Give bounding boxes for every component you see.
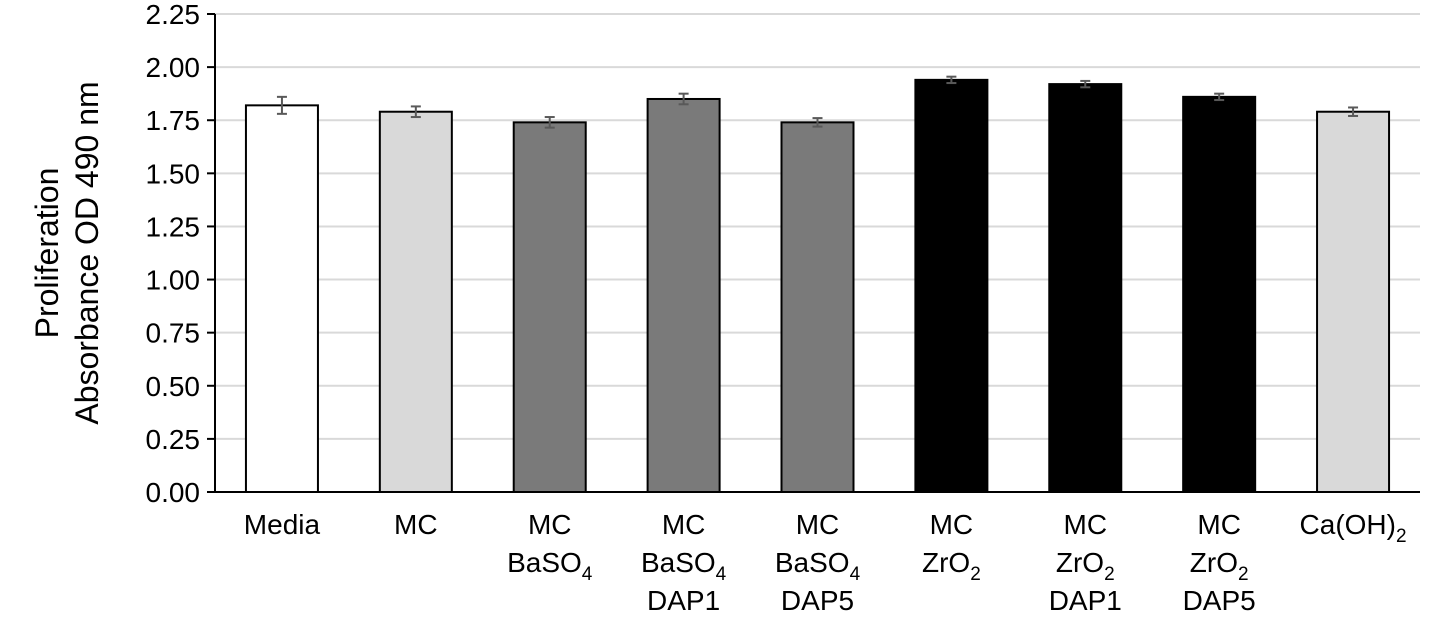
error-bar: [678, 92, 689, 106]
x-tick-label-line: ZrO2: [1056, 547, 1115, 585]
y-tick-label: 1.00: [146, 265, 201, 296]
bar: [646, 97, 721, 493]
y-tick-label: 2.00: [146, 52, 201, 83]
x-category-label: MC BaSO4: [507, 509, 593, 585]
y-tick-label: 0.00: [146, 477, 201, 508]
x-tick-label-line: MC: [662, 509, 706, 540]
y-tick-label: 1.75: [146, 105, 201, 136]
error-bar: [544, 116, 555, 129]
y-tick-label: 1.50: [146, 158, 201, 189]
x-tick-label-line: MC: [796, 509, 840, 540]
error-bar: [276, 95, 287, 115]
x-tick-label-line: DAP1: [1049, 585, 1122, 616]
x-tick-label-line: DAP1: [647, 585, 720, 616]
error-bar: [410, 105, 421, 119]
bar: [914, 78, 989, 493]
x-category-label: MC ZrO2: [922, 509, 981, 585]
y-tick-label: 0.50: [146, 371, 201, 402]
y-axis-title-line-1: Proliferation: [29, 168, 65, 339]
x-category-label: Ca(OH)2: [1300, 509, 1407, 547]
bar: [1316, 110, 1391, 493]
y-tick-label: 0.75: [146, 318, 201, 349]
error-bar: [1214, 92, 1225, 102]
x-tick-label-line: MC: [528, 509, 572, 540]
x-tick-label-line: DAP5: [781, 585, 854, 616]
x-category-labels: Media MC MCBaSO4MCBaSO4DAP1MCBaSO4DAP5MCZr…: [244, 509, 1407, 616]
x-tick-label-line: BaSO4: [641, 547, 727, 585]
error-bar: [812, 117, 823, 128]
bar: [1182, 95, 1257, 493]
y-tick-label: 2.25: [146, 0, 201, 30]
y-tick-labels: 0.00 0.25 0.50 0.75 1.00 1.25 1.50 1.75 2.00 2.25: [146, 0, 201, 508]
y-axis-title: Proliferation Absorbance OD 490 nm: [29, 81, 105, 424]
y-axis-title-line-2: Absorbance OD 490 nm: [69, 81, 105, 424]
x-category-label: Media: [244, 509, 321, 540]
x-tick-label-line: MC: [394, 509, 438, 540]
x-tick-label-line: BaSO4: [775, 547, 861, 585]
x-tick-label-line: DAP5: [1183, 585, 1256, 616]
bars: [244, 78, 1391, 494]
x-category-label: MC: [394, 509, 438, 540]
axes: [207, 13, 1420, 493]
x-tick-label-line: Media: [244, 509, 321, 540]
error-bars: [276, 75, 1359, 129]
x-tick-label-line: BaSO4: [507, 547, 593, 585]
x-tick-label-line: ZrO2: [922, 547, 981, 585]
bar: [378, 110, 453, 493]
x-tick-label-line: MC: [930, 509, 974, 540]
bar: [1048, 83, 1123, 494]
x-tick-label-line: MC: [1064, 509, 1108, 540]
bar: [244, 104, 319, 494]
error-bar: [1348, 106, 1359, 117]
bar: [512, 121, 587, 493]
x-tick-label-line: MC: [1197, 509, 1241, 540]
y-tick-label: 1.25: [146, 211, 201, 242]
error-bar: [946, 75, 957, 85]
x-tick-label-line: ZrO2: [1190, 547, 1249, 585]
error-bar: [1080, 79, 1091, 89]
x-tick-label-line: Ca(OH)2: [1300, 509, 1407, 547]
bar: [780, 121, 855, 493]
y-tick-label: 0.25: [146, 424, 201, 455]
